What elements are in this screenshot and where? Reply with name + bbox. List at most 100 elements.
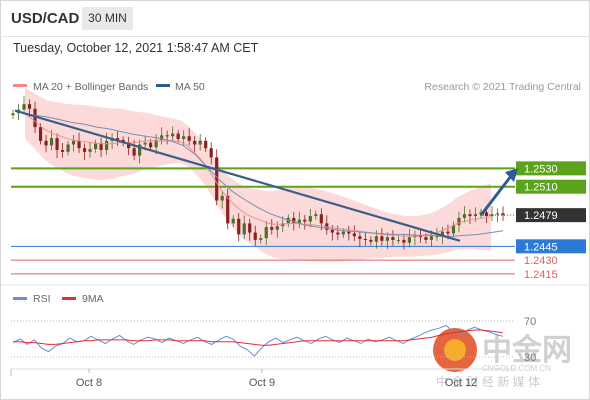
candle-body: [286, 217, 290, 224]
projection-arrow-shaft: [479, 175, 513, 217]
candle-body: [281, 223, 285, 227]
candle-body: [341, 231, 345, 235]
candle-body: [424, 237, 428, 240]
candle-body: [429, 236, 434, 240]
candle-body: [204, 140, 208, 149]
candle-body: [198, 140, 202, 145]
candle-body: [154, 139, 158, 148]
candle-body: [484, 212, 489, 217]
candle-body: [165, 135, 169, 137]
x-tick-label: Oct 8: [76, 377, 102, 389]
candle-body: [297, 219, 301, 224]
candle-body: [319, 214, 323, 224]
candle-body: [160, 135, 164, 140]
candle-body: [149, 142, 153, 148]
legend-ma20-label: MA 20 + Bollinger Bands: [33, 81, 148, 93]
candle-body: [49, 138, 54, 146]
candle-body: [248, 223, 252, 233]
candle-body: [446, 231, 450, 234]
candle-body: [468, 214, 472, 217]
candle-body: [347, 231, 351, 234]
candle-body: [220, 195, 224, 201]
candle-body: [270, 227, 274, 230]
legend-rsi-label: RSI: [33, 293, 51, 305]
candle-body: [435, 236, 439, 238]
candle-body: [93, 143, 98, 150]
candle-body: [187, 136, 191, 141]
ma20-line: [24, 112, 492, 237]
candle-body: [27, 104, 32, 109]
candle-body: [33, 108, 37, 128]
candle-body: [127, 142, 131, 149]
candle-body: [182, 136, 186, 140]
timeframe-button[interactable]: 30 MIN: [82, 7, 133, 30]
level-tag-1-2530: 1.2530: [524, 163, 558, 175]
candle-body: [358, 236, 362, 239]
candle-body: [242, 223, 246, 235]
candle-body: [490, 214, 494, 217]
downtrend-line: [14, 109, 461, 242]
candle-body: [253, 232, 257, 240]
candle-body: [473, 214, 478, 217]
candle-body: [226, 195, 230, 224]
candle-body: [88, 149, 92, 152]
candle-body: [66, 144, 70, 152]
watermark-url: CNGOLD.COM.CN: [482, 364, 551, 373]
rsi-ma9-line: [13, 329, 504, 346]
candle-body: [38, 127, 43, 141]
candle-body: [402, 239, 406, 243]
candle-body: [451, 225, 456, 234]
candle-body: [259, 238, 263, 240]
candle-body: [60, 150, 65, 152]
candle-body: [495, 213, 500, 215]
candle-body: [303, 219, 307, 222]
level-tag-1-2479: 1.2479: [524, 210, 558, 222]
rsi-tick-70: 70: [524, 316, 536, 328]
candle-body: [440, 231, 445, 237]
candle-body: [171, 133, 175, 137]
candle-body: [352, 233, 356, 237]
copyright-text: Research © 2021 Trading Central: [424, 81, 581, 93]
bollinger-band: [25, 87, 491, 263]
candle-body: [374, 236, 378, 242]
candle-body: [380, 236, 384, 241]
chart-header: USD/CAD 30 MIN: [0, 0, 590, 36]
candle-body: [369, 239, 373, 242]
level-tag-bg-2: [516, 208, 586, 223]
legend-swatch-rsi: [13, 297, 27, 300]
legend-ma50-label: MA 50: [175, 81, 205, 93]
candle-body: [143, 142, 147, 145]
candle-body: [209, 148, 213, 158]
candle-body: [215, 157, 219, 201]
level-tag-1-2445: 1.2445: [524, 241, 558, 253]
level-tag-1-2415: 1.2415: [524, 269, 558, 281]
candle-body: [116, 138, 120, 140]
candle-body: [71, 140, 76, 145]
candle-body: [407, 237, 412, 243]
candle-body: [330, 229, 334, 233]
candle-body: [55, 138, 59, 151]
candle-body: [193, 140, 197, 145]
level-tag-bg-0: [516, 161, 586, 176]
candle-body: [11, 113, 15, 116]
header-divider: [0, 36, 590, 37]
candle-body: [457, 217, 461, 226]
level-tag-bg-3: [516, 239, 586, 254]
candle-body: [396, 239, 400, 241]
candle-body: [132, 148, 136, 156]
watermark-tagline: 中 金 财 经 新 媒 体: [436, 374, 540, 389]
watermark-logo-inner: [444, 339, 466, 361]
candle-body: [264, 227, 268, 239]
rsi-line: [12, 324, 504, 357]
candle-body: [82, 148, 87, 152]
candle-body: [138, 144, 142, 156]
ma50-line: [22, 112, 504, 237]
level-tag-bg-1: [516, 179, 586, 194]
timestamp: Tuesday, October 12, 2021 1:58:47 AM CET: [13, 41, 259, 55]
candle-body: [22, 104, 26, 110]
candle-body: [501, 213, 505, 216]
x-tick-label: Oct 12: [445, 377, 477, 389]
candle-body: [363, 238, 367, 240]
legend-9ma-label: 9MA: [82, 293, 104, 305]
